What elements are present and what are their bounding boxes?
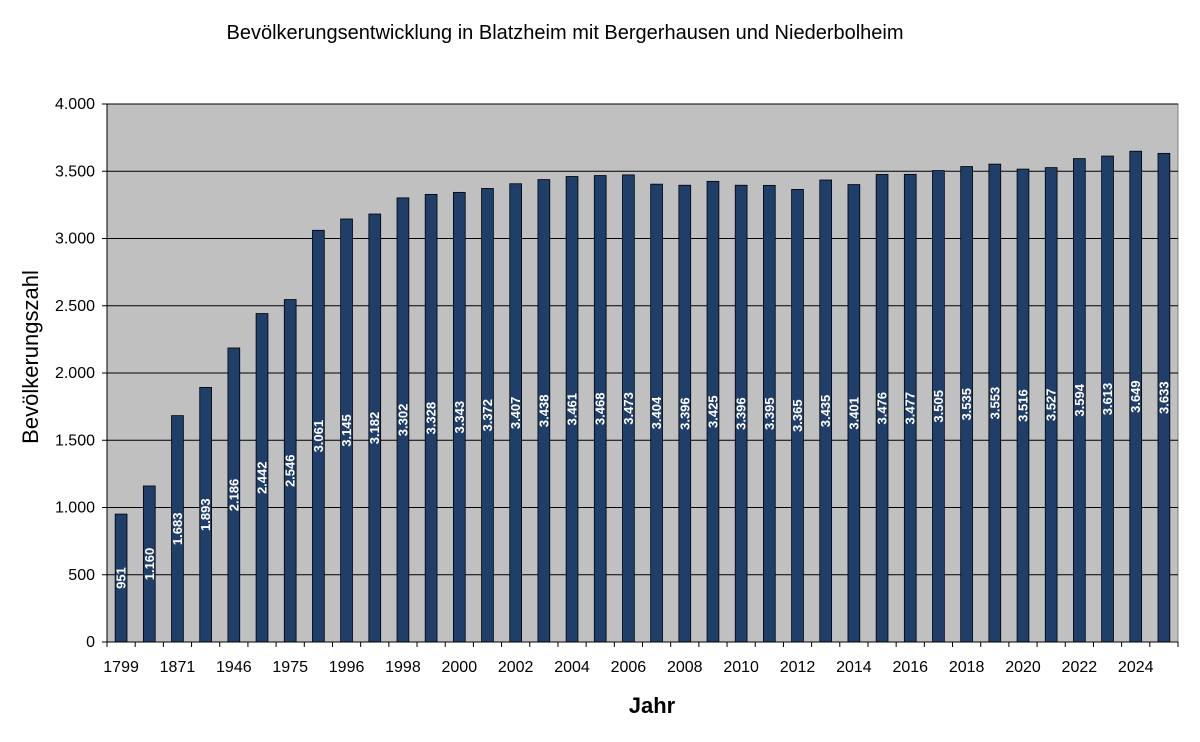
y-tick-label: 0 [86,634,95,651]
x-tick-label: 2002 [498,659,534,676]
bar-value-label: 3.435 [818,395,833,428]
bar-value-label: 1.893 [198,498,213,531]
bar-value-label: 3.477 [903,392,918,425]
x-tick-label: 2008 [667,659,703,676]
bar-value-label: 3.061 [311,420,326,453]
y-tick-label: 4.000 [55,96,95,113]
y-axis-title: Bevölkerungszahl [18,270,43,444]
bar-value-label: 2.442 [255,462,270,495]
bar-value-label: 3.396 [734,397,749,430]
bar-value-label: 3.468 [593,393,608,426]
x-tick-label: 2012 [780,659,816,676]
bar-value-label: 1.683 [170,513,185,546]
bar-value-label: 3.505 [931,390,946,423]
bar-value-label: 3.328 [424,402,439,435]
bar-value-label: 3.535 [959,388,974,421]
bar-value-label: 3.372 [480,399,495,432]
bar-value-label: 3.461 [565,393,580,426]
y-tick-label: 500 [68,567,95,584]
chart-title: Bevölkerungsentwicklung in Blatzheim mit… [226,22,903,44]
bar-value-label: 3.395 [762,397,777,430]
bar-value-label: 3.404 [649,396,664,429]
y-tick-label: 1.500 [55,432,95,449]
bar-value-label: 3.594 [1072,383,1087,416]
x-tick-label: 2000 [442,659,478,676]
bar-value-label: 3.633 [1156,381,1171,414]
bar-value-label: 3.425 [705,395,720,428]
x-tick-label: 1871 [160,659,196,676]
bar-value-label: 3.613 [1100,383,1115,416]
x-tick-label: 2022 [1062,659,1098,676]
x-tick-label: 2014 [836,659,872,676]
bar-value-label: 951 [114,567,129,589]
y-axis: 0 500 1.000 1.500 2.000 2.500 3.000 3.500 4.000 [55,96,108,651]
x-tick-label: 1975 [272,659,308,676]
bar-value-label: 1.160 [142,548,157,581]
y-tick-label: 3.500 [55,163,95,180]
x-tick-label: 2004 [554,659,590,676]
bar-value-label: 3.553 [987,387,1002,420]
x-tick-label: 1998 [385,659,421,676]
bar-value-labels: 951 1.160 1.683 1.893 2.186 2.442 2.546 3.061 3.… [114,380,1172,589]
x-tick-label: 2020 [1005,659,1041,676]
bar-value-label: 3.145 [339,414,354,447]
bar-value-label: 3.365 [790,399,805,432]
x-tick-label: 2016 [892,659,928,676]
bar-value-label: 3.649 [1128,380,1143,413]
x-tick-label: 1946 [216,659,252,676]
x-tick-label: 2018 [949,659,985,676]
bar-value-label: 3.527 [1044,389,1059,422]
y-tick-label: 2.500 [55,298,95,315]
bar-value-label: 3.302 [395,404,410,437]
bar-value-label: 3.182 [367,412,382,445]
bar-value-label: 2.546 [283,455,298,488]
bars [114,150,1171,643]
x-tick-label: 2024 [1118,659,1154,676]
bar-value-label: 3.401 [846,397,861,430]
x-axis-title: Jahr [629,693,676,718]
bar-value-label: 3.516 [1015,389,1030,422]
x-axis: 1799 1871 1946 1975 1996 1998 2000 2002 2004 2006… [103,641,1179,676]
bar-value-label: 3.476 [875,392,890,425]
x-tick-label: 2010 [723,659,759,676]
bar-value-label: 3.343 [452,401,467,434]
bar-value-label: 3.396 [677,397,692,430]
x-tick-label: 2006 [611,659,647,676]
x-tick-label: 1799 [103,659,139,676]
bar-value-label: 3.473 [621,392,636,425]
y-tick-label: 1.000 [55,500,95,517]
y-tick-label: 3.000 [55,231,95,248]
y-tick-label: 2.000 [55,365,95,382]
bar-value-label: 2.186 [226,479,241,512]
x-tick-label: 1996 [329,659,365,676]
bar-value-label: 3.438 [536,395,551,428]
bar-value-label: 3.407 [508,397,523,430]
